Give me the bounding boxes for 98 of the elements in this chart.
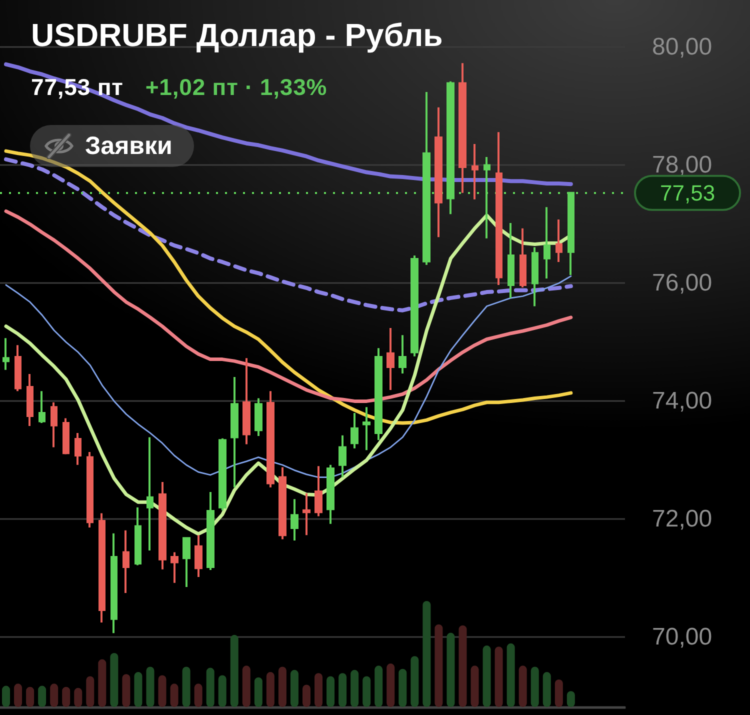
bar [146,666,154,707]
bar [218,675,226,707]
y-tick-label: 80,00 [652,34,712,61]
bar [458,625,467,707]
y-tick-label: 76,00 [652,270,712,297]
candlestick [446,80,454,216]
ref-line-label: 77,53 [660,180,716,206]
candlestick [62,417,70,456]
candlestick [544,206,550,280]
bar [386,664,395,707]
bar [122,674,130,707]
candlestick [38,390,46,424]
bar [278,666,286,707]
toggle-button: Заявки [30,125,194,167]
bar [530,666,539,707]
bar [506,643,515,707]
candlestick [556,218,562,263]
y-tick-label: 72,00 [652,506,712,533]
candlestick [218,437,226,512]
bar [242,666,250,707]
text: 77,53 пт [31,74,124,100]
candlestick [290,498,298,542]
bar [266,672,274,707]
bar [290,670,298,707]
bar [362,676,371,707]
line-series [4,62,573,186]
candlestick [326,464,334,525]
candlestick [434,106,442,238]
candlestick [122,529,130,594]
annotation: Заявки [85,132,172,160]
candlestick [98,512,106,624]
bar [398,668,407,707]
candlestick [254,397,262,438]
candlestick [374,347,382,442]
candlestick [410,254,418,358]
candlestick [206,491,214,571]
candlestick [266,390,274,488]
candlestick [362,406,370,452]
bar [482,646,491,707]
bar [542,672,551,707]
candlestick [532,246,538,308]
candlestick [182,536,190,588]
candlestick [278,466,286,540]
candlestick [14,344,22,392]
bar [518,666,527,707]
bar [182,666,190,707]
annotation: +1,02 пт · 1,33% [145,74,328,100]
candlestick [496,131,502,286]
candlestick [508,222,514,299]
candlestick [158,481,166,570]
candlestick [194,534,202,578]
bar [110,652,118,707]
bar [254,677,262,707]
bar [326,676,335,707]
y-tick-label: 74,00 [652,388,712,415]
bar [134,672,142,707]
y-tick-label: 78,00 [652,152,712,179]
bar [434,624,443,707]
candlestick [170,551,178,584]
bar [230,634,238,707]
candlestick [230,376,238,488]
bar [338,673,347,707]
line-series [4,209,573,403]
candlestick [314,465,322,518]
candlestick [242,357,250,446]
bar [350,670,359,707]
candlestick [350,412,358,450]
candlestick [26,373,34,427]
candlestick [110,532,118,634]
candlestick [338,434,346,478]
bar [470,666,479,707]
candlestick [146,436,154,552]
text: USDRUBF Доллар - Рубль [31,17,443,53]
bar [158,675,166,707]
candlestick [2,337,10,371]
candlestick [50,401,58,448]
bar [422,601,431,707]
candlestick [302,492,310,536]
bar [374,666,383,707]
bar [98,659,106,707]
bar [206,668,214,707]
candlestick [398,334,406,374]
line-series [5,275,572,478]
candlestick [86,450,94,528]
line-series [4,157,573,312]
candlestick [520,227,526,288]
y-tick-label: 70,00 [652,624,712,651]
bar [554,679,563,707]
candlestick [472,142,478,200]
bar [314,673,323,707]
bar [410,656,419,707]
candlestick [74,432,82,466]
candlestick [386,327,394,391]
bar [446,632,455,707]
candlestick [458,62,466,194]
candlestick [134,506,142,566]
bar [86,676,94,707]
bar [494,646,503,707]
